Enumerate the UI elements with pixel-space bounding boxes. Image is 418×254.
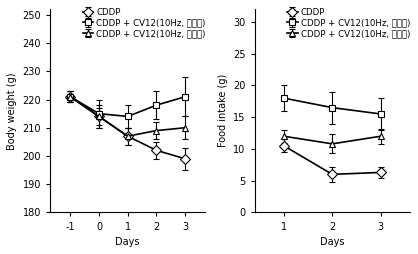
Legend: CDDP, CDDP + CV12(10Hz, 저강도), CDDP + CV12(10Hz, 고강도): CDDP, CDDP + CV12(10Hz, 저강도), CDDP + CV1… bbox=[82, 7, 206, 39]
Y-axis label: Food intake (g): Food intake (g) bbox=[218, 74, 228, 147]
Y-axis label: Body weight (g): Body weight (g) bbox=[7, 72, 17, 150]
X-axis label: Days: Days bbox=[320, 237, 344, 247]
X-axis label: Days: Days bbox=[115, 237, 140, 247]
Legend: CDDP, CDDP + CV12(10Hz, 저강도), CDDP + CV12(10Hz, 고강도): CDDP, CDDP + CV12(10Hz, 저강도), CDDP + CV1… bbox=[286, 7, 411, 39]
